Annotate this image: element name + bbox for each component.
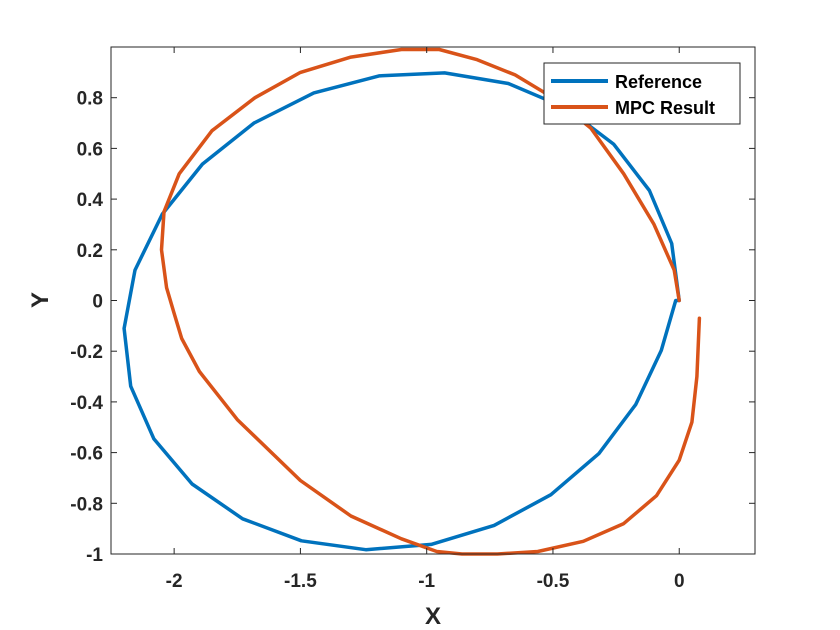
y-tick-label: -0.4 (70, 393, 103, 414)
y-tick-label: -0.2 (70, 342, 103, 363)
series-layer (122, 47, 702, 556)
legend-label-mpc-result: MPC Result (615, 98, 715, 118)
legend-box (543, 62, 741, 125)
y-tick-label: -1 (86, 545, 103, 566)
series-line-mpc-result (159, 47, 702, 556)
x-tick-label: -2 (166, 571, 183, 592)
x-tick-label: -0.5 (537, 571, 570, 592)
x-tick-label: -1 (418, 571, 435, 592)
x-tick-label: 0 (674, 571, 685, 592)
legend-label-reference: Reference (615, 72, 702, 92)
y-tick-label: -0.8 (70, 494, 103, 515)
tick-layer: -2 -1.5 -1 -0.5 0 -1 -0.8 -0.6 -0.4 -0.2 0 0.2 0.4 0.… (70, 47, 755, 592)
legend: Reference MPC Result (543, 62, 741, 125)
plot-area (111, 47, 755, 554)
y-tick-label: 0.6 (77, 139, 103, 160)
y-tick-label: 0.8 (77, 89, 103, 110)
series-line-reference (122, 71, 681, 552)
y-tick-label: 0.2 (77, 241, 103, 262)
y-tick-label: -0.6 (70, 444, 103, 465)
x-axis-label: X (425, 603, 441, 630)
x-tick-label: -1.5 (284, 571, 317, 592)
y-axis-label: Y (27, 292, 54, 308)
y-tick-label: 0.4 (77, 190, 104, 211)
y-tick-label: 0 (92, 292, 103, 313)
